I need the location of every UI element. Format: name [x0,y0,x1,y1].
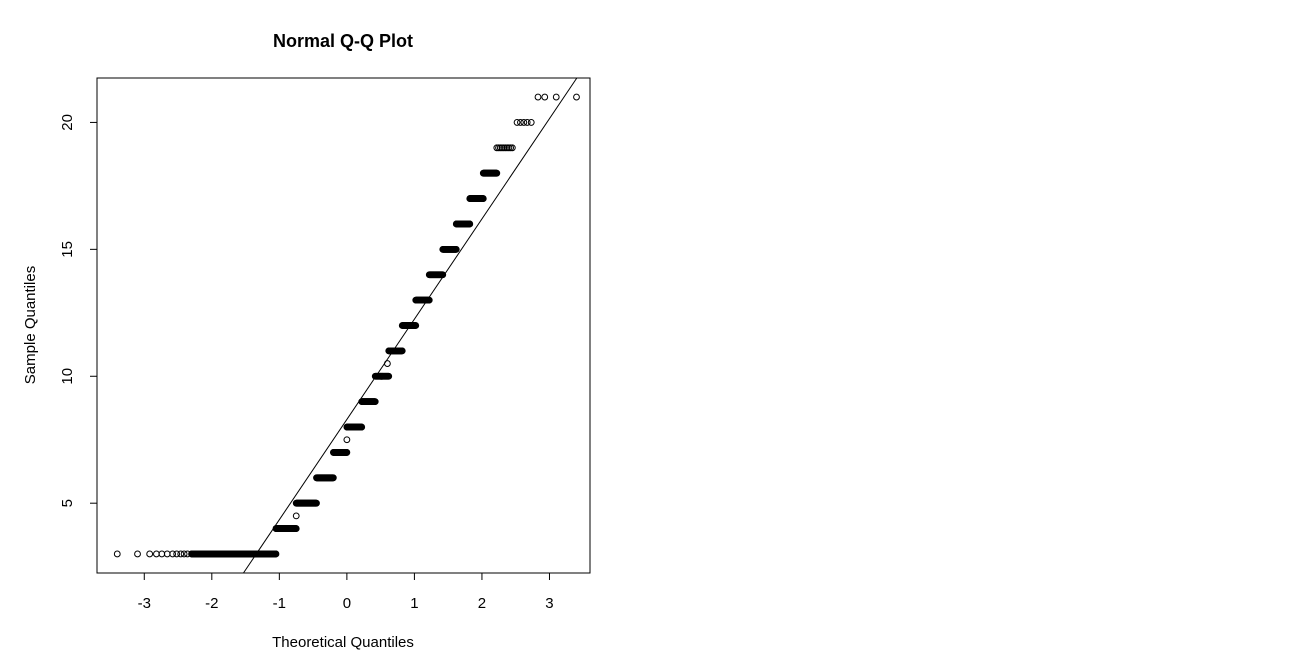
x-tick-label: -2 [205,595,218,612]
x-tick-label: 1 [410,595,418,612]
data-point [398,347,406,355]
data-point [523,119,531,126]
data-point [517,119,524,126]
y-axis: 5 10 15 20 [59,114,98,507]
x-axis-label: Theoretical Quantiles [272,634,414,651]
data-point [169,550,177,558]
data-point [292,512,300,520]
y-tick-label: 5 [59,499,76,507]
chart-title: Normal Q-Q Plot [273,31,413,51]
y-tick-label: 20 [59,114,76,131]
x-axis: -3 -2 -1 0 1 2 3 [138,572,554,612]
data-point [508,144,516,152]
data-point [173,550,181,558]
data-point [425,296,433,304]
x-tick-label: -1 [273,595,286,612]
data-point [534,93,542,101]
data-point [371,398,379,406]
y-tick-label: 10 [59,368,76,385]
x-tick-label: 0 [343,595,351,612]
data-point [180,550,188,558]
y-axis-label: Sample Quantiles [22,266,39,384]
data-point [292,525,300,532]
data-point [552,93,560,101]
data-point [466,220,474,228]
data-point [146,550,154,558]
data-point [412,322,420,329]
data-point [493,169,501,177]
data-point [527,119,535,126]
points-group [113,93,580,558]
data-point [573,93,580,101]
data-point [184,550,191,558]
plot-frame [96,77,591,574]
x-tick-label: 2 [478,595,486,612]
data-point [177,550,185,558]
data-point [513,119,521,126]
x-tick-label: 3 [545,595,553,612]
y-tick-label: 15 [59,241,76,258]
data-point [358,423,366,431]
data-point [343,436,351,444]
data-point [452,245,460,253]
data-point [479,195,487,202]
data-point [383,360,391,367]
data-point [134,550,141,558]
data-point [313,499,320,507]
data-point [113,550,121,558]
data-point [343,449,351,456]
data-point [272,550,280,558]
data-point [385,372,393,380]
data-point [329,474,337,482]
data-point [520,119,528,126]
data-point [439,271,447,279]
x-tick-label: -3 [138,595,151,612]
data-point [541,93,549,101]
